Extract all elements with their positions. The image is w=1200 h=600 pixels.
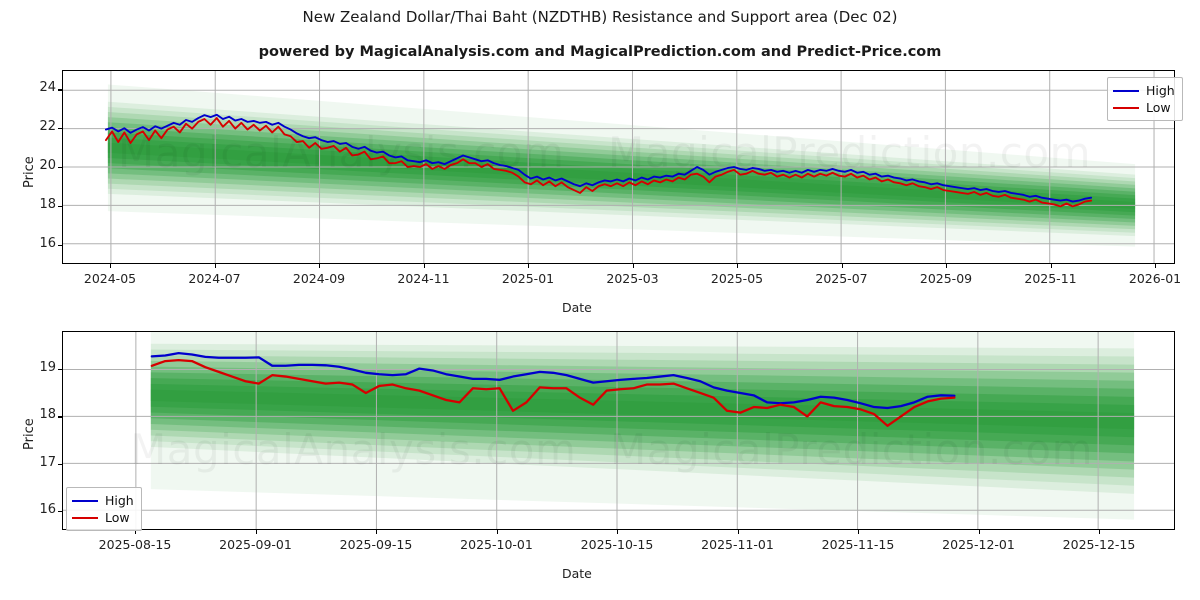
legend-entry-high: High bbox=[1113, 82, 1175, 99]
x-tick-mark bbox=[858, 530, 860, 534]
x-tick-mark bbox=[946, 264, 948, 268]
legend-swatch-low-icon bbox=[72, 516, 98, 519]
x-tick-label: 2025-10-01 bbox=[460, 537, 533, 552]
x-tick-label: 2025-08-15 bbox=[98, 537, 172, 552]
top-x-axis-label: Date bbox=[562, 300, 592, 315]
watermark-analysis-bottom: MagicalAnalysis.com bbox=[130, 425, 576, 474]
x-tick-label: 2025-01 bbox=[501, 271, 555, 286]
x-tick-mark bbox=[528, 264, 530, 268]
legend-label-high: High bbox=[1146, 83, 1175, 98]
y-tick-label: 22 bbox=[39, 119, 56, 135]
x-tick-label: 2025-11 bbox=[1024, 271, 1077, 286]
watermark-analysis-top: MagicalAnalysis.com bbox=[118, 128, 564, 177]
x-tick-label: 2025-10-15 bbox=[580, 537, 654, 552]
bottom-chart-svg bbox=[63, 332, 1174, 529]
x-tick-mark bbox=[617, 530, 619, 534]
top-chart-svg bbox=[63, 71, 1174, 263]
x-tick-mark bbox=[737, 530, 739, 534]
x-tick-mark bbox=[423, 264, 425, 268]
legend-swatch-high-icon bbox=[1113, 89, 1139, 92]
legend-entry-low: Low bbox=[72, 509, 134, 526]
x-tick-mark bbox=[978, 530, 980, 534]
x-tick-mark bbox=[376, 530, 378, 534]
y-tick-label: 18 bbox=[39, 407, 56, 423]
bottom-plot-area bbox=[62, 331, 1175, 530]
x-tick-mark bbox=[1050, 264, 1052, 268]
legend-entry-high: High bbox=[72, 492, 134, 509]
page-title: New Zealand Dollar/Thai Baht (NZDTHB) Re… bbox=[302, 8, 898, 26]
y-tick-label: 20 bbox=[39, 158, 56, 173]
y-tick-label: 24 bbox=[39, 80, 56, 96]
legend-label-low: Low bbox=[105, 510, 130, 525]
y-tick-mark bbox=[58, 463, 62, 465]
legend-swatch-low-icon bbox=[1113, 106, 1139, 109]
page-subtitle: powered by MagicalAnalysis.com and Magic… bbox=[258, 44, 942, 60]
legend-swatch-high-icon bbox=[72, 499, 98, 502]
x-tick-label: 2024-05 bbox=[83, 271, 137, 286]
legend-entry-low: Low bbox=[1113, 99, 1175, 116]
y-tick-label: 16 bbox=[39, 235, 56, 251]
bottom-x-axis-label: Date bbox=[562, 566, 592, 581]
x-tick-label: 2025-12-15 bbox=[1062, 537, 1136, 552]
x-tick-label: 2025-05 bbox=[710, 271, 764, 286]
y-tick-label: 17 bbox=[39, 454, 56, 470]
watermark-prediction-bottom: MagicalPrediction.com bbox=[610, 425, 1093, 474]
x-tick-label: 2025-11-15 bbox=[821, 537, 895, 552]
y-tick-label: 16 bbox=[39, 502, 56, 518]
x-tick-label: 2025-11-01 bbox=[701, 537, 774, 552]
x-tick-mark bbox=[1099, 530, 1101, 534]
x-tick-label: 2025-12-01 bbox=[942, 537, 1015, 552]
top-y-axis-label: Price bbox=[22, 156, 37, 188]
x-tick-mark bbox=[135, 530, 137, 534]
x-tick-mark bbox=[632, 264, 634, 268]
x-tick-mark bbox=[841, 264, 843, 268]
x-tick-label: 2025-03 bbox=[606, 271, 659, 286]
x-tick-mark bbox=[1155, 264, 1157, 268]
y-tick-label: 18 bbox=[39, 196, 56, 212]
x-tick-mark bbox=[255, 530, 257, 534]
bottom-chart-legend: High Low bbox=[66, 487, 142, 531]
y-tick-mark bbox=[58, 167, 62, 169]
y-tick-mark bbox=[58, 244, 62, 246]
watermark-prediction-top: MagicalPrediction.com bbox=[608, 128, 1091, 177]
bottom-chart-panel bbox=[62, 331, 1175, 530]
x-tick-mark bbox=[737, 264, 739, 268]
y-tick-mark bbox=[58, 511, 62, 513]
legend-label-high: High bbox=[105, 493, 134, 508]
y-tick-mark bbox=[58, 416, 62, 418]
x-tick-mark bbox=[110, 264, 112, 268]
legend-label-low: Low bbox=[1146, 100, 1171, 115]
bottom-y-axis-label: Price bbox=[22, 418, 37, 450]
y-tick-mark bbox=[58, 89, 62, 91]
y-tick-mark bbox=[58, 128, 62, 130]
x-tick-label: 2025-09-15 bbox=[339, 537, 413, 552]
top-chart-legend: High Low bbox=[1107, 77, 1183, 121]
x-tick-label: 2024-07 bbox=[188, 271, 241, 286]
x-tick-label: 2025-09 bbox=[919, 271, 973, 286]
x-tick-label: 2024-11 bbox=[397, 271, 450, 286]
x-tick-label: 2025-07 bbox=[815, 271, 868, 286]
top-chart-panel bbox=[62, 70, 1175, 264]
x-tick-mark bbox=[319, 264, 321, 268]
x-tick-label: 2026-01 bbox=[1128, 271, 1182, 286]
x-tick-mark bbox=[214, 264, 216, 268]
y-tick-label: 19 bbox=[39, 359, 56, 375]
x-tick-label: 2025-09-01 bbox=[219, 537, 292, 552]
y-tick-mark bbox=[58, 368, 62, 371]
top-plot-area bbox=[62, 70, 1175, 264]
x-tick-label: 2024-09 bbox=[292, 271, 346, 286]
x-tick-mark bbox=[496, 530, 498, 534]
y-tick-mark bbox=[58, 205, 62, 208]
